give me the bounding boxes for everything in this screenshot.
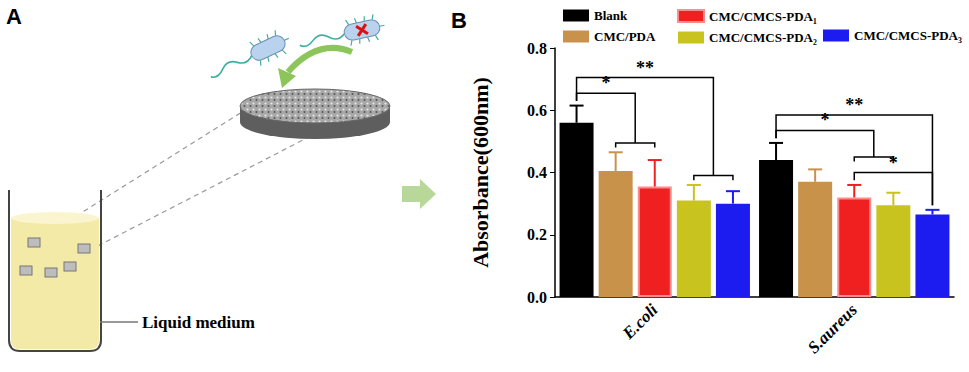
svg-text:0.0: 0.0 xyxy=(527,289,547,306)
svg-text:0.2: 0.2 xyxy=(527,226,547,243)
svg-text:0.4: 0.4 xyxy=(527,164,547,181)
svg-text:0.6: 0.6 xyxy=(527,102,547,119)
svg-text:*: * xyxy=(601,73,610,93)
svg-text:CMC/CMCS-PDA₃: CMC/CMCS-PDA₃ xyxy=(854,28,962,43)
svg-text:Blank: Blank xyxy=(594,8,628,23)
svg-text:**: ** xyxy=(845,95,863,115)
svg-text:A: A xyxy=(6,4,22,29)
svg-text:0.8: 0.8 xyxy=(527,40,547,57)
svg-text:S.aureus: S.aureus xyxy=(804,300,861,357)
svg-text:**: ** xyxy=(636,58,654,78)
svg-text:CMC/CMCS-PDA₂: CMC/CMCS-PDA₂ xyxy=(709,30,817,45)
svg-text:Absorbance(600nm): Absorbance(600nm) xyxy=(468,77,493,268)
svg-text:CMC/CMCS-PDA₁: CMC/CMCS-PDA₁ xyxy=(709,9,817,24)
svg-text:*: * xyxy=(889,153,898,173)
svg-text:Liquid medium: Liquid medium xyxy=(142,313,255,332)
svg-text:E.coli: E.coli xyxy=(618,300,661,343)
svg-text:*: * xyxy=(820,110,829,130)
svg-text:B: B xyxy=(451,8,467,33)
svg-text:CMC/PDA: CMC/PDA xyxy=(594,29,656,44)
